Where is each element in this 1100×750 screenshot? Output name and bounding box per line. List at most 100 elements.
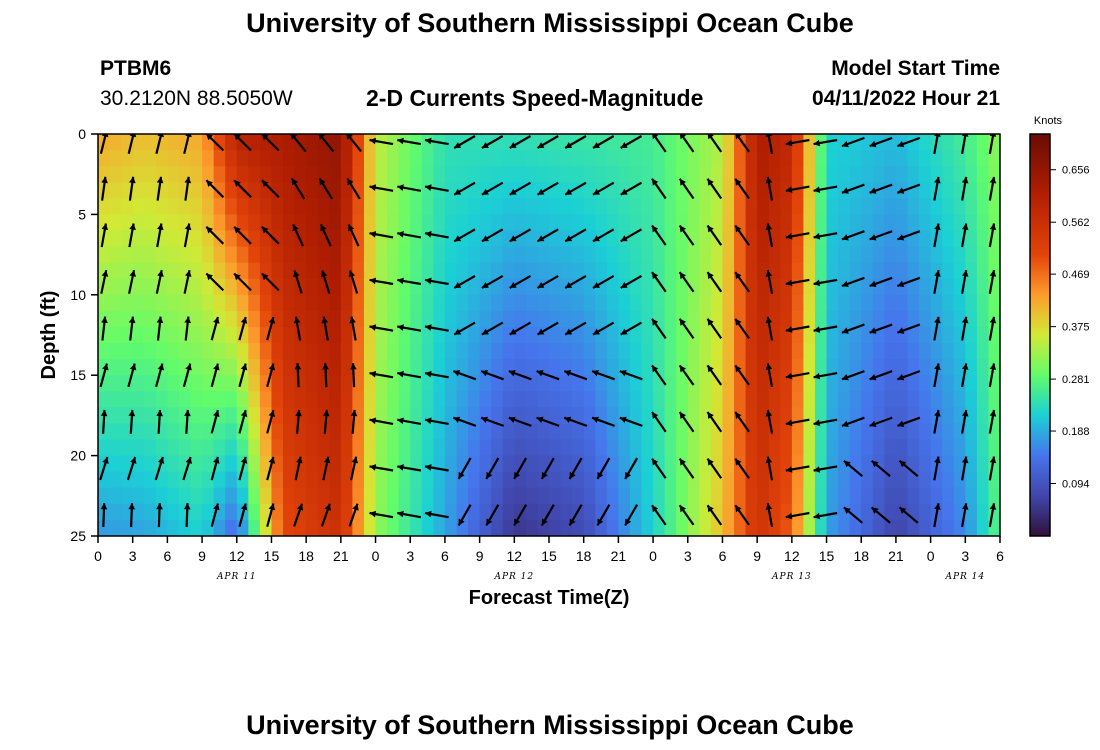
heatmap-cell [306,310,319,328]
heatmap-cell [664,503,677,521]
heatmap-cell [872,246,885,264]
heatmap-cell [259,150,273,167]
vector-arrowhead [425,464,432,471]
heatmap-cell [387,294,400,312]
vector-arrowhead [185,363,192,371]
heatmap-cell [132,310,145,328]
heatmap-cell [757,519,770,536]
heatmap-cell [236,487,249,505]
heatmap-cell [167,262,180,280]
heatmap-cell [387,487,400,505]
heatmap-cell [653,166,666,183]
heatmap-cell [248,262,261,280]
heatmap-cell [248,391,261,408]
heatmap-cell [780,343,793,360]
heatmap-cell [814,246,828,264]
heatmap-cell [468,471,481,489]
heatmap-cell [259,134,273,151]
heatmap-cell [98,150,111,167]
heatmap-cell [433,391,446,408]
heatmap-cell [213,375,226,392]
vector-arrowhead [593,282,600,288]
heatmap-cell [676,214,689,232]
heatmap-cell [190,359,203,376]
heatmap-cell [421,214,434,232]
heatmap-cell [109,487,122,505]
heatmap-cell [734,182,747,199]
vector-arrowhead [652,134,659,140]
heatmap-cell [444,519,458,536]
heatmap-cell [178,326,192,344]
colorbar-tick-label: 0.656 [1062,165,1090,177]
heatmap-cell [225,455,238,473]
heatmap-cell [757,487,770,505]
heatmap-cell [202,343,215,360]
heatmap-cell [155,519,168,536]
heatmap-cell [549,407,562,425]
heatmap-cell [329,439,342,457]
heatmap-cell [190,214,203,232]
heatmap-cell [988,326,1000,344]
heatmap-cell [225,407,238,425]
heatmap-cell [710,310,724,328]
heatmap-cell [919,423,932,441]
heatmap-cell [502,262,515,280]
heatmap-cell [537,150,550,167]
heatmap-cell [826,294,839,312]
heatmap-cell [444,198,458,215]
vector-arrowhead [679,178,686,186]
heatmap-cell [583,455,596,473]
heatmap-cell [502,343,515,360]
heatmap-cell [410,359,423,376]
heatmap-cell [595,375,608,392]
heatmap-cell [676,343,689,360]
heatmap-cell [421,391,434,408]
heatmap-cell [722,310,735,328]
vector-arrowhead [813,279,821,287]
heatmap-cell [387,343,400,360]
heatmap-cell [202,519,215,536]
heatmap-cell [387,198,400,215]
heatmap-cell [803,150,816,167]
heatmap-cell [768,359,781,376]
heatmap-cell [687,294,700,312]
heatmap-cell [641,214,654,232]
heatmap-cell [965,134,978,151]
heatmap-cell [849,343,862,360]
heatmap-cell [895,439,909,457]
heatmap-cell [687,455,700,473]
heatmap-cell [155,310,168,328]
vector-arrowhead [481,188,489,195]
heatmap-cell [618,214,631,232]
vector-arrowhead [102,363,109,371]
heatmap-cell [942,166,955,183]
heatmap-cell [699,182,712,199]
vector-arrowhead [129,134,137,138]
heatmap-cell [722,326,735,344]
heatmap-cell [942,134,955,151]
heatmap-cell [745,182,758,199]
heatmap-cell [572,343,585,360]
heatmap-cell [225,134,238,151]
vector-arrowhead [183,503,191,510]
heatmap-cell [444,439,458,457]
heatmap-cell [976,503,990,521]
heatmap-cell [132,519,145,536]
heatmap-cell [491,262,504,280]
heatmap-cell [514,230,527,248]
vector-arrowhead [481,370,488,377]
heatmap-cell [375,423,388,441]
heatmap-cell [653,487,666,505]
heatmap-cell [653,455,666,473]
heatmap-cell [722,407,735,425]
heatmap-cell [491,391,504,408]
heatmap-cell [768,246,781,264]
heatmap-cell [121,471,134,489]
vector-arrowhead [961,503,969,510]
heatmap-cell [109,134,122,151]
vector-arrowhead [679,412,686,419]
heatmap-cell [664,439,677,457]
heatmap-cell [606,150,619,167]
heatmap-cell [525,519,539,536]
heatmap-cell [340,182,354,199]
